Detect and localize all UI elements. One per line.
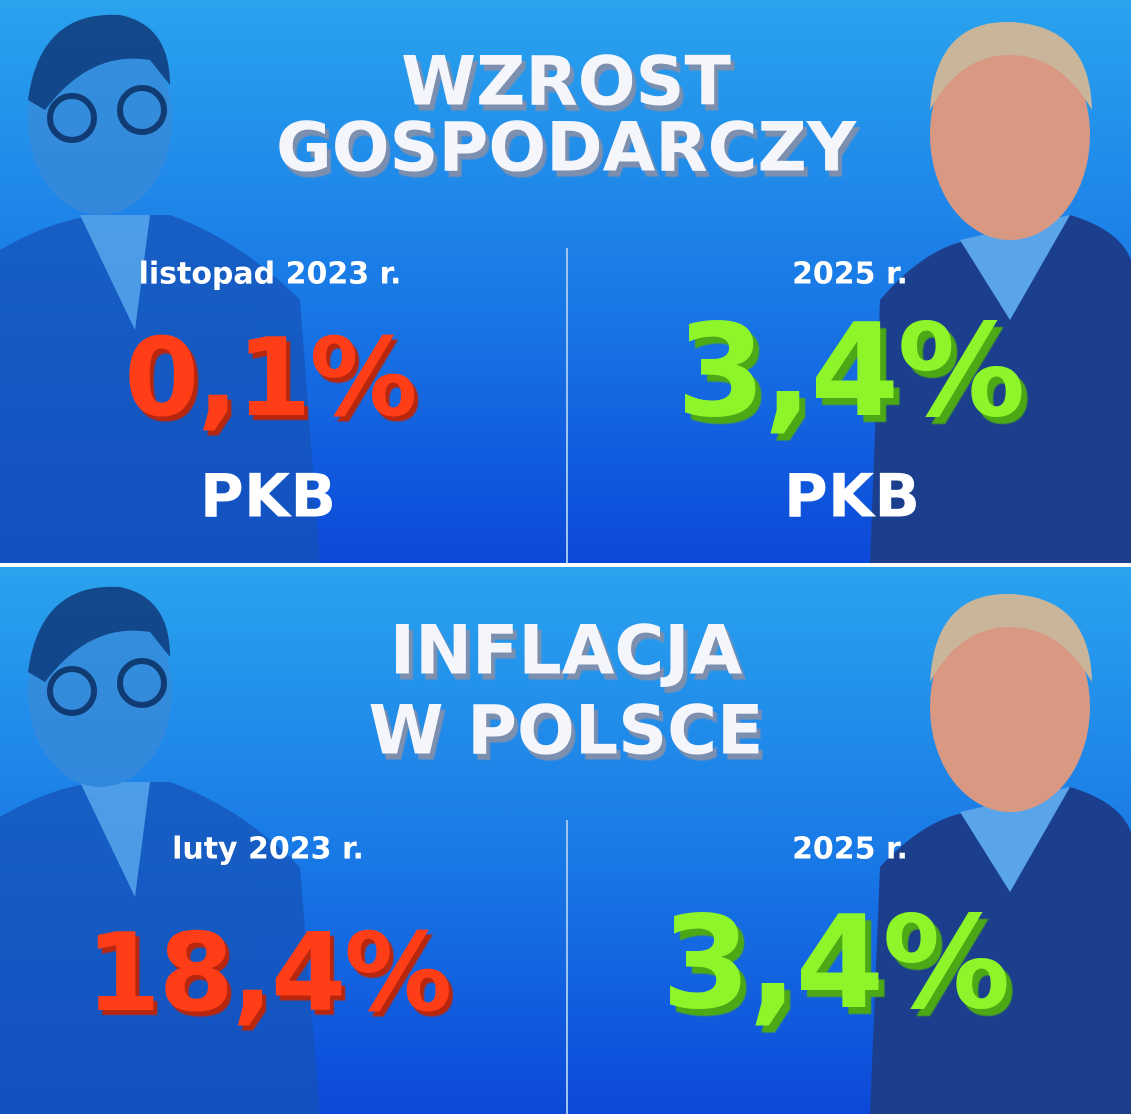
left-label: listopad 2023 r. (139, 257, 402, 292)
left-value: 18,4% (86, 911, 451, 1036)
portrait-left (0, 586, 320, 1114)
left-value: 0,1% (124, 316, 416, 441)
glasses (117, 85, 167, 135)
glasses (47, 93, 97, 143)
hair (28, 14, 170, 110)
hair (930, 21, 1092, 110)
suit (0, 215, 320, 563)
hair (930, 593, 1092, 682)
right-unit: PKB (784, 462, 920, 532)
glasses (117, 658, 167, 708)
left-label: luty 2023 r. (172, 832, 364, 867)
title-line: GOSPODARCZY (276, 109, 857, 188)
portrait-left (0, 14, 320, 563)
shirt (80, 782, 150, 897)
title-line: INFLACJA (390, 612, 743, 691)
title-line: WZROST (401, 43, 731, 122)
shirt (960, 787, 1070, 892)
panel-inflation: INFLACJA W POLSCE luty 2023 r. 18,4% 202… (0, 567, 1131, 1114)
head (930, 30, 1090, 240)
right-label: 2025 r. (792, 257, 908, 292)
head (930, 602, 1090, 812)
hair (28, 586, 170, 682)
right-value: 3,4% (677, 297, 1024, 446)
right-label: 2025 r. (792, 832, 908, 867)
portrait-right (870, 21, 1131, 563)
suit (870, 215, 1131, 563)
portrait-right (870, 593, 1131, 1114)
suit (0, 782, 320, 1114)
suit (870, 787, 1131, 1114)
title-line: W POLSCE (369, 692, 764, 771)
panel-growth: WZROST GOSPODARCZY listopad 2023 r. 0,1%… (0, 0, 1131, 563)
shirt (80, 215, 150, 330)
shirt (960, 215, 1070, 320)
left-unit: PKB (200, 462, 336, 532)
glasses (47, 666, 97, 716)
right-value: 3,4% (662, 889, 1009, 1038)
